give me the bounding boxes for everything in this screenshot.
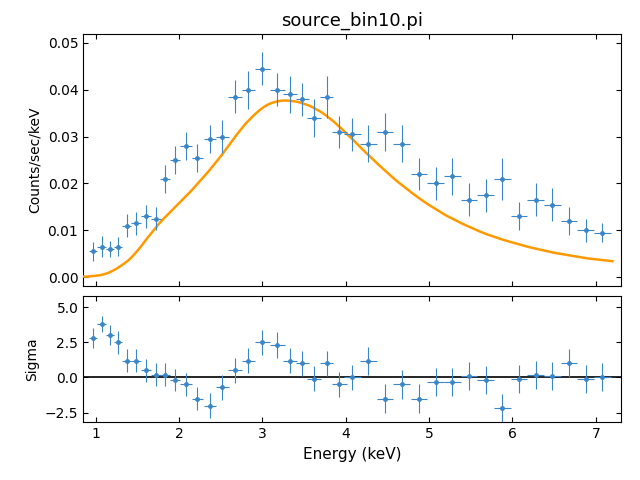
Y-axis label: Counts/sec/keV: Counts/sec/keV: [28, 107, 42, 213]
Y-axis label: Sigma: Sigma: [26, 337, 39, 381]
X-axis label: Energy (keV): Energy (keV): [303, 447, 401, 462]
Title: source_bin10.pi: source_bin10.pi: [281, 11, 423, 30]
